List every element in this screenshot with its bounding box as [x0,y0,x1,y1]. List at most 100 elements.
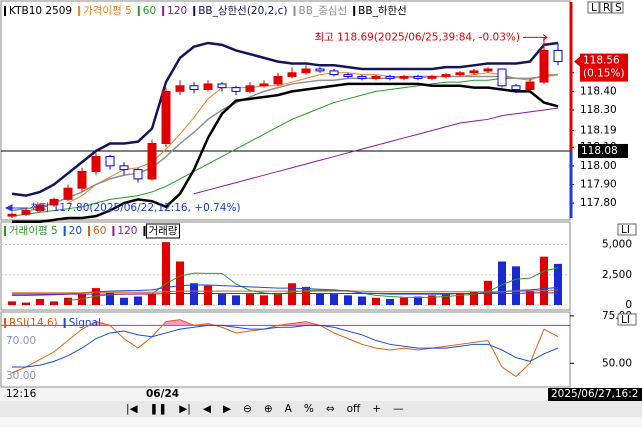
corner-button[interactable] [587,1,600,14]
candle-body [7,213,17,217]
reference-box [578,143,628,158]
toolbar-button[interactable]: |◀ [126,403,139,415]
volume-panel [0,221,571,311]
legend-entry: BB_하한선 [358,4,407,17]
legend-entry: 거래이평 5 [9,225,58,237]
candle-body [483,68,493,72]
toolbar-button[interactable]: ⇔ [326,403,335,415]
volume-bar [36,298,44,305]
legend-box [145,223,180,239]
min-annotation: 최저 117.80(2025/06/22,12:16, +0.74%) [30,202,241,214]
time-label: 12:16 [6,388,37,400]
price-line [11,74,559,217]
legend-entry: RSI(14,6) [9,317,58,329]
candle-body [119,165,129,171]
volume-bar [512,266,520,305]
legend-entry: KTB10 2509 [9,5,72,17]
y-tick-label: 0 [625,299,632,311]
volume-bar [386,298,394,305]
y-tick-label: 118.00 [580,160,617,172]
volume-bar [428,295,436,305]
toolbar-button[interactable]: ⊕ [264,403,273,415]
volume-average [12,289,559,294]
rsi-line [11,319,559,378]
price-line [11,41,559,197]
volume-average [12,292,558,295]
volume-bar [316,292,324,305]
volume-bar [22,302,30,305]
volume-bar [218,294,226,305]
level-label: 70.00 [6,335,36,347]
candle-body [441,74,451,77]
candle-body [147,143,157,180]
cursor-time-box [548,388,642,401]
toolbar-button[interactable]: ⊖ [243,403,252,415]
legend-swatch [4,226,6,236]
toolbar-button[interactable]: off [347,403,361,415]
volume-bar [64,297,72,305]
toolbar-button[interactable]: A [285,403,293,415]
legend-swatch [193,6,196,16]
toolbar-button[interactable]: ▶ [223,403,232,415]
candle-body [161,90,171,145]
candle-body [427,75,437,79]
legend-swatch [143,226,146,236]
candle-body [539,49,549,83]
legend-swatch [112,226,115,236]
max-annotation: 최고 118.69(2025/06/25,39:84, -0.03%) [314,31,520,43]
corner-button-label[interactable]: LI [621,314,630,326]
candle-body [371,75,381,79]
max-arrow [523,33,548,41]
volume-bar [50,301,58,305]
legend-entry: 60 [93,225,106,237]
rsi-line [12,324,559,368]
candle-body [49,198,59,206]
volume-bar [288,283,296,305]
candle-body [231,87,241,92]
toolbar-button[interactable]: ❚❚ [150,403,168,415]
candle-body [497,68,507,87]
cursor-time: 2025/06/27,16:2 [551,388,638,400]
legend-entry: 가격이평 5 [83,4,132,17]
corner-button[interactable] [599,1,612,14]
toolbar-button[interactable]: % [304,403,314,415]
volume-bar [470,291,478,305]
corner-button[interactable] [617,223,637,236]
rsi-panel [0,311,571,388]
candle-body [525,81,535,91]
candle-body [273,75,283,85]
volume-bar [442,294,450,305]
corner-button-label[interactable]: LI [621,224,630,236]
last-change: (0.15%) [583,68,625,80]
candle-body [287,72,297,77]
corner-button-label[interactable]: L [591,2,597,14]
legend-entry: 120 [117,225,137,237]
legend-swatch [353,6,356,16]
toolbar-button[interactable]: ◀ [203,403,212,415]
corner-button[interactable] [611,1,624,14]
volume-bar [204,285,212,305]
corner-button-label[interactable]: R [603,2,610,14]
toolbar-button[interactable]: ▶| [179,403,191,415]
volume-bar [414,296,422,305]
candle-body [315,68,325,72]
toolbar-button[interactable]: — [393,403,404,415]
legend-swatch [4,6,6,16]
volume-bar [260,295,268,305]
min-arrow [4,204,28,212]
candle-body [175,85,185,92]
candle-body [385,75,395,79]
toolbar-button[interactable]: + [372,403,381,415]
y-tick-label: 118.30 [580,104,617,116]
price-pointer [574,56,580,67]
volume-bar [526,290,534,305]
candle-body [245,85,255,92]
volume-bar [8,301,16,305]
volume-bar [372,297,380,305]
price-line [11,73,559,212]
legend-swatch [78,6,81,16]
corner-button-label[interactable]: S [615,2,622,14]
legend-swatch [137,6,140,16]
volume-bar [176,261,184,305]
corner-button[interactable] [617,313,637,326]
